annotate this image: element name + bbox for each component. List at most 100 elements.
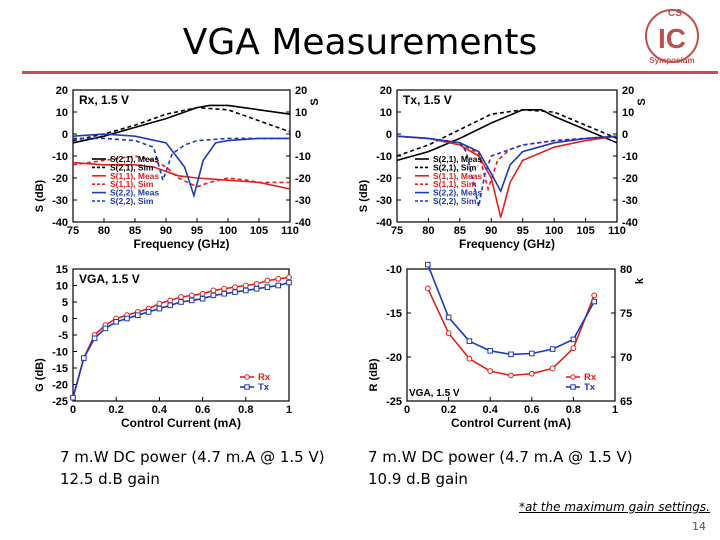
gain-point-tx xyxy=(275,282,281,289)
return-loss-point-tx xyxy=(425,261,431,268)
rx-sparam-series-s-2-1-sim xyxy=(72,106,291,142)
return-loss-point-rx xyxy=(528,370,535,377)
rx-sparam-xtick-label: 95 xyxy=(191,225,203,237)
return-loss-point-tx xyxy=(508,351,514,358)
rx-sparam-legend-label: S(2,1), Sim xyxy=(110,162,154,172)
gain-ytick-label: 15 xyxy=(56,264,68,276)
rx-sparam-xtick-label: 75 xyxy=(67,225,79,237)
rx-sparam-legend-label: S(2,2), Meas xyxy=(110,188,159,198)
gain-ytick-label: 5 xyxy=(62,297,68,309)
rx-sparam-series-s-2-2-sim xyxy=(73,137,290,183)
gain-point-tx xyxy=(232,289,238,295)
return-loss-point-rx xyxy=(570,345,577,352)
gain-legend-label: Rx xyxy=(258,372,271,383)
tx-sparam-series-s-2-2-meas xyxy=(396,135,618,194)
tx-sparam-legend-label: S(1,1), Meas xyxy=(433,171,482,181)
tx-sparam-yaxis-label: S (dB) xyxy=(358,179,370,212)
gain-panel-label: VGA, 1.5 V xyxy=(79,272,140,286)
tx-sparam-series-s-2-1-sim xyxy=(396,108,618,157)
rx-sparam-xtick-label: 105 xyxy=(250,225,268,237)
gain-point-tx xyxy=(199,295,206,302)
rx-sparam-y2tick-label: -20 xyxy=(295,173,311,185)
gain-point-rx xyxy=(221,285,228,292)
tx-sparam-xtick-label: 80 xyxy=(422,225,434,237)
return-loss-point-rx xyxy=(549,365,556,372)
tx-sparam-legend-label: S(2,1), Meas xyxy=(433,154,482,164)
caption-rx: 7 m.W DC power (4.7 m.A @ 1.5 V) 12.5 d.… xyxy=(60,446,325,490)
rx-sparam-ytick-label: 10 xyxy=(56,107,68,119)
gain-point-rx xyxy=(275,276,282,282)
gain-point-rx xyxy=(178,294,184,300)
gain-point-tx xyxy=(189,297,195,304)
logo-top-text: CS xyxy=(668,8,682,19)
gain-point-rx xyxy=(188,292,195,299)
gain-point-rx xyxy=(167,297,174,304)
rx-sparam-y2axis-label: S xyxy=(309,98,321,105)
rx-sparam-legend-label: S(2,2), Sim xyxy=(110,196,154,206)
rx-sparam-ytick-label: -10 xyxy=(52,151,68,163)
gain-xtick-label: 0.4 xyxy=(152,404,168,416)
gain-xtick-label: 1 xyxy=(286,404,292,416)
conference-logo: CS IC Symposium xyxy=(645,8,699,65)
rx-sparam-legend-label: S(1,1), Sim xyxy=(110,179,154,189)
tx-sparam-xtick-label: 90 xyxy=(485,225,497,237)
tx-sparam-y2tick-label: 0 xyxy=(622,129,628,141)
tx-sparam-series-s-1-1-meas xyxy=(396,135,618,218)
return-loss-plot-frame xyxy=(406,268,616,402)
return-loss-point-tx xyxy=(570,336,577,343)
gain-xtick-label: 0.8 xyxy=(238,404,253,416)
tx-sparam-plot-frame xyxy=(396,89,618,223)
gain-ytick-label: -15 xyxy=(52,363,68,375)
return-loss-xtick-label: 0.8 xyxy=(566,404,581,416)
tx-sparam-xtick-label: 110 xyxy=(608,225,626,237)
rx-sparam-y2tick-label: 0 xyxy=(295,129,301,141)
return-loss-xtick-label: 0.6 xyxy=(524,404,539,416)
tx-sparam-ytick-label: -30 xyxy=(376,195,392,207)
rx-sparam-xtick-label: 85 xyxy=(129,225,141,237)
gain-xtick-label: 0.2 xyxy=(109,404,124,416)
rx-sparam-yaxis-label: S (dB) xyxy=(34,179,46,212)
gain-point-tx xyxy=(253,286,260,292)
return-loss-point-rx xyxy=(466,355,473,362)
return-loss-point-rx xyxy=(424,285,431,292)
tx-sparam-ytick-label: 20 xyxy=(380,85,392,97)
return-loss-yaxis-label: R (dB) xyxy=(368,358,380,391)
tx-sparam-y2tick-label: -40 xyxy=(622,217,638,229)
tx-sparam-legend-label: S(2,2), Meas xyxy=(433,188,482,198)
tx-sparam-y2tick-label: -20 xyxy=(622,173,638,185)
tx-sparam-y2tick-label: -30 xyxy=(622,195,638,207)
rx-sparam-y2tick-label: -30 xyxy=(295,195,311,207)
gain-point-rx xyxy=(286,274,292,281)
tx-sparam-ytick-label: -10 xyxy=(376,151,392,163)
caption-tx: 7 m.W DC power (4.7 m.A @ 1.5 V) 10.9 d.… xyxy=(368,446,633,490)
gain-point-rx xyxy=(253,280,260,287)
rx-sparam-legend-label: S(2,1), Meas xyxy=(110,154,159,164)
tx-sparam-xtick-label: 75 xyxy=(391,225,403,237)
return-loss-point-tx xyxy=(591,298,598,305)
rx-sparam-series-s-2-2-meas xyxy=(72,133,290,199)
return-loss-y2tick-label: 70 xyxy=(620,352,632,364)
return-loss-xtick-label: 0.4 xyxy=(483,404,499,416)
gain-point-tx xyxy=(243,287,249,294)
return-loss-point-tx xyxy=(529,350,535,357)
return-loss-xtick-label: 1 xyxy=(612,404,618,416)
gain-point-rx xyxy=(199,290,206,297)
slide-title: VGA Measurements xyxy=(182,22,538,63)
tx-sparam-xaxis-label: Frequency (GHz) xyxy=(459,237,555,251)
rx-sparam-ytick-label: 20 xyxy=(56,85,68,97)
gain-point-tx xyxy=(210,292,217,299)
rx-sparam-ytick-label: -40 xyxy=(52,217,68,229)
return-loss-point-rx xyxy=(591,292,598,299)
return-loss-legend-marker xyxy=(570,384,576,390)
return-loss-series-tx xyxy=(427,264,595,356)
return-loss-point-rx xyxy=(508,372,514,379)
return-loss-y2tick-label: 75 xyxy=(620,308,632,320)
gain-xtick-label: 0 xyxy=(70,404,76,416)
tx-sparam-xtick-label: 95 xyxy=(517,225,529,237)
rx-sparam-xtick-label: 110 xyxy=(281,225,299,237)
tx-sparam-xtick-label: 85 xyxy=(454,225,466,237)
gain-point-tx xyxy=(286,279,292,286)
tx-sparam-ytick-label: 0 xyxy=(386,129,392,141)
gain-point-tx xyxy=(91,335,98,342)
tx-sparam-ytick-label: 10 xyxy=(380,107,392,119)
